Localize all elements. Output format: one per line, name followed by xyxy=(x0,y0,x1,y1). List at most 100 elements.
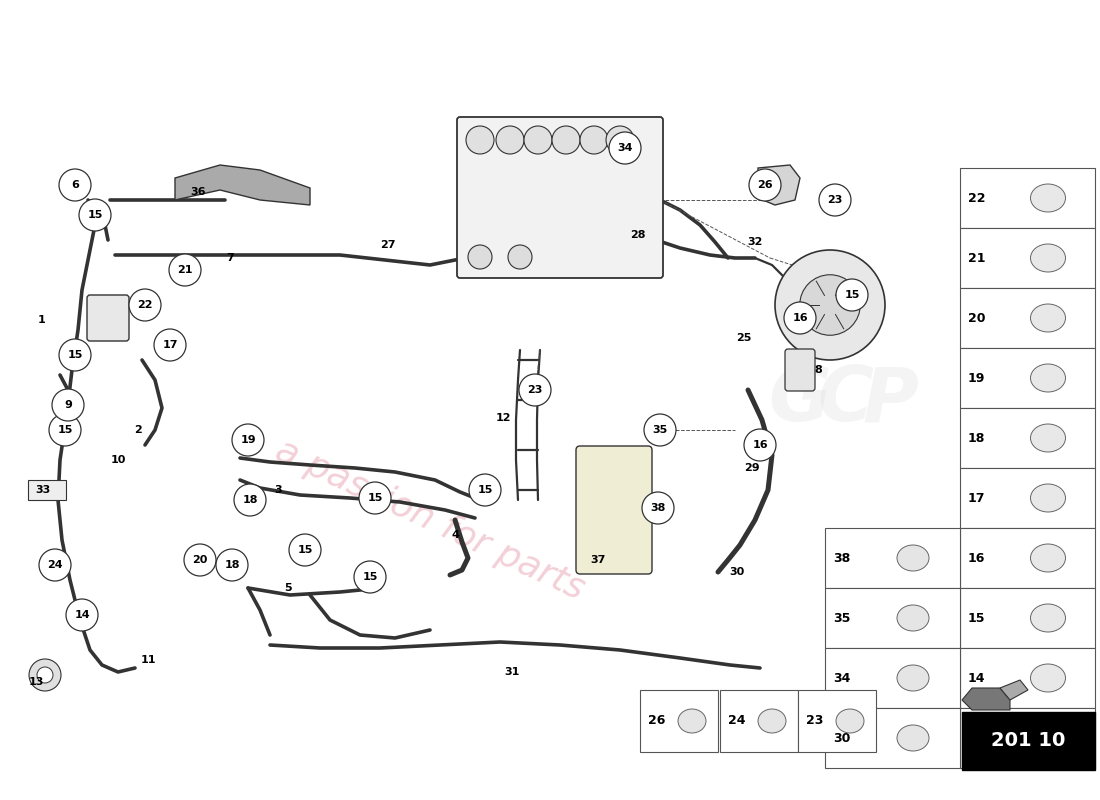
Text: 15: 15 xyxy=(968,611,986,625)
Circle shape xyxy=(508,245,532,269)
Text: 28: 28 xyxy=(630,230,646,240)
Ellipse shape xyxy=(896,665,929,691)
Text: 35: 35 xyxy=(652,425,668,435)
Text: 22: 22 xyxy=(968,191,986,205)
Text: 24: 24 xyxy=(728,714,746,727)
Bar xyxy=(960,228,1094,288)
Ellipse shape xyxy=(1031,364,1066,392)
Circle shape xyxy=(216,549,248,581)
Bar xyxy=(798,690,876,752)
Text: P: P xyxy=(862,363,918,437)
Bar xyxy=(962,712,1094,770)
Circle shape xyxy=(749,169,781,201)
Ellipse shape xyxy=(896,725,929,751)
Text: 12: 12 xyxy=(495,413,510,423)
Circle shape xyxy=(496,126,524,154)
Bar xyxy=(825,708,960,768)
Circle shape xyxy=(552,126,580,154)
Circle shape xyxy=(836,279,868,311)
Text: 15: 15 xyxy=(362,572,377,582)
Ellipse shape xyxy=(1031,604,1066,632)
Text: 18: 18 xyxy=(224,560,240,570)
Text: 15: 15 xyxy=(57,425,73,435)
Ellipse shape xyxy=(1031,664,1066,692)
Text: 36: 36 xyxy=(190,187,206,197)
Text: 29: 29 xyxy=(745,463,760,473)
Ellipse shape xyxy=(1031,304,1066,332)
Text: 15: 15 xyxy=(297,545,312,555)
Text: 35: 35 xyxy=(833,611,850,625)
Text: 6: 6 xyxy=(72,180,79,190)
Text: 30: 30 xyxy=(833,731,850,745)
Text: 21: 21 xyxy=(177,265,192,275)
Text: 23: 23 xyxy=(827,195,843,205)
Text: 21: 21 xyxy=(968,251,986,265)
Text: 37: 37 xyxy=(591,555,606,565)
Bar xyxy=(960,348,1094,408)
Text: 15: 15 xyxy=(367,493,383,503)
Bar xyxy=(960,168,1094,228)
Circle shape xyxy=(776,250,886,360)
Text: 4: 4 xyxy=(451,530,459,540)
Polygon shape xyxy=(962,688,1010,710)
Text: 15: 15 xyxy=(845,290,860,300)
Bar xyxy=(28,480,66,500)
Text: 23: 23 xyxy=(806,714,824,727)
Text: 34: 34 xyxy=(833,671,850,685)
Bar xyxy=(960,648,1094,708)
Circle shape xyxy=(39,549,72,581)
Circle shape xyxy=(468,245,492,269)
Ellipse shape xyxy=(1031,244,1066,272)
Bar xyxy=(720,690,798,752)
Bar xyxy=(960,588,1094,648)
Text: 23: 23 xyxy=(527,385,542,395)
Bar xyxy=(825,648,960,708)
Circle shape xyxy=(59,169,91,201)
Text: 33: 33 xyxy=(35,485,51,495)
Circle shape xyxy=(469,474,500,506)
Circle shape xyxy=(644,414,676,446)
Text: 32: 32 xyxy=(747,237,762,247)
Circle shape xyxy=(580,126,608,154)
Text: 8: 8 xyxy=(814,365,822,375)
Ellipse shape xyxy=(836,709,864,733)
Bar xyxy=(960,288,1094,348)
Circle shape xyxy=(519,374,551,406)
Circle shape xyxy=(129,289,161,321)
Text: 201 10: 201 10 xyxy=(991,731,1066,750)
Circle shape xyxy=(524,126,552,154)
Text: 16: 16 xyxy=(752,440,768,450)
Ellipse shape xyxy=(1031,484,1066,512)
Text: 38: 38 xyxy=(833,551,850,565)
FancyBboxPatch shape xyxy=(87,295,129,341)
FancyBboxPatch shape xyxy=(456,117,663,278)
Bar xyxy=(960,468,1094,528)
Circle shape xyxy=(289,534,321,566)
Circle shape xyxy=(609,132,641,164)
Ellipse shape xyxy=(1031,544,1066,572)
Text: 34: 34 xyxy=(617,143,632,153)
Text: 14: 14 xyxy=(968,671,986,685)
Text: 19: 19 xyxy=(968,371,986,385)
Text: 15: 15 xyxy=(67,350,82,360)
Ellipse shape xyxy=(678,709,706,733)
Circle shape xyxy=(37,667,53,683)
Bar xyxy=(960,408,1094,468)
Polygon shape xyxy=(758,165,800,205)
Text: 3: 3 xyxy=(274,485,282,495)
Text: 15: 15 xyxy=(87,210,102,220)
Bar xyxy=(960,528,1094,588)
Text: 24: 24 xyxy=(47,560,63,570)
Circle shape xyxy=(606,126,634,154)
Text: 31: 31 xyxy=(504,667,519,677)
Text: 38: 38 xyxy=(650,503,666,513)
Bar xyxy=(960,708,1094,768)
Text: 16: 16 xyxy=(792,313,807,323)
Circle shape xyxy=(642,492,674,524)
Text: 19: 19 xyxy=(240,435,256,445)
Polygon shape xyxy=(1000,680,1028,700)
Circle shape xyxy=(784,302,816,334)
Text: 17: 17 xyxy=(163,340,178,350)
Text: 15: 15 xyxy=(477,485,493,495)
Text: 7: 7 xyxy=(227,253,234,263)
